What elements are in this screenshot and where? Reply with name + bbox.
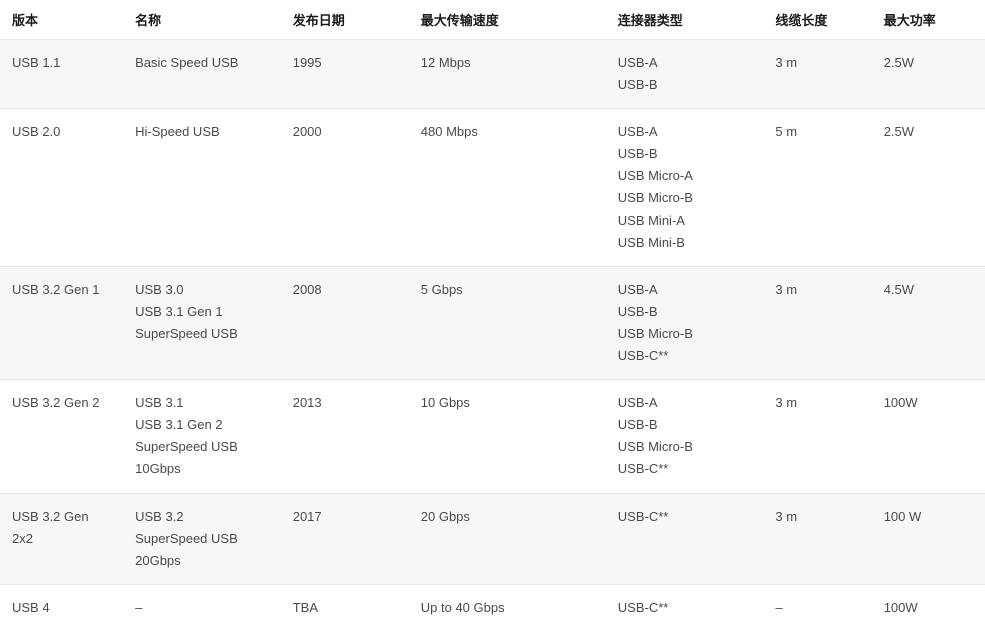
cell-power: 2.5W xyxy=(872,109,985,267)
cell-connectors-line: USB-C** xyxy=(618,345,752,367)
table-body: USB 1.1Basic Speed USB199512 MbpsUSB-AUS… xyxy=(0,40,985,631)
cell-name: – xyxy=(123,584,281,631)
cell-connectors-line: USB-A xyxy=(618,279,752,301)
col-header-version: 版本 xyxy=(0,0,123,40)
cell-cable: 3 m xyxy=(763,40,871,109)
cell-name-line: Hi-Speed USB xyxy=(135,121,269,143)
table-row: USB 3.2 Gen 1USB 3.0USB 3.1 Gen 1SuperSp… xyxy=(0,266,985,379)
cell-connectors-line: USB Micro-B xyxy=(618,436,752,458)
cell-speed: 10 Gbps xyxy=(409,380,606,493)
cell-speed: 5 Gbps xyxy=(409,266,606,379)
cell-version: USB 1.1 xyxy=(0,40,123,109)
cell-name-line: USB 3.1 Gen 1 xyxy=(135,301,269,323)
cell-connectors-line: USB Mini-B xyxy=(618,232,752,254)
cell-connectors-line: USB-A xyxy=(618,392,752,414)
cell-version: USB 3.2 Gen 2 xyxy=(0,380,123,493)
table-row: USB 3.2 Gen 2x2USB 3.2SuperSpeed USB 20G… xyxy=(0,493,985,584)
cell-name: USB 3.0USB 3.1 Gen 1SuperSpeed USB xyxy=(123,266,281,379)
cell-name: USB 3.1USB 3.1 Gen 2SuperSpeed USB 10Gbp… xyxy=(123,380,281,493)
cell-name-line: SuperSpeed USB 10Gbps xyxy=(135,436,269,480)
cell-connectors-line: USB-A xyxy=(618,121,752,143)
cell-connectors-line: USB-A xyxy=(618,52,752,74)
cell-release: 2008 xyxy=(281,266,409,379)
cell-name-line: USB 3.1 xyxy=(135,392,269,414)
cell-version: USB 2.0 xyxy=(0,109,123,267)
cell-name-line: SuperSpeed USB xyxy=(135,323,269,345)
usb-spec-table: 版本 名称 发布日期 最大传输速度 连接器类型 线缆长度 最大功率 USB 1.… xyxy=(0,0,985,631)
table-header-row: 版本 名称 发布日期 最大传输速度 连接器类型 线缆长度 最大功率 xyxy=(0,0,985,40)
cell-connectors-line: USB Micro-B xyxy=(618,187,752,209)
cell-connectors-line: USB-C** xyxy=(618,458,752,480)
cell-speed: 20 Gbps xyxy=(409,493,606,584)
cell-connectors-line: USB Mini-A xyxy=(618,210,752,232)
cell-connectors-line: USB-B xyxy=(618,301,752,323)
cell-connectors-line: USB-B xyxy=(618,414,752,436)
cell-connectors: USB-C** xyxy=(606,584,764,631)
cell-connectors-line: USB-B xyxy=(618,143,752,165)
cell-release: TBA xyxy=(281,584,409,631)
cell-name-line: – xyxy=(135,597,269,619)
cell-power: 100W xyxy=(872,584,985,631)
cell-connectors: USB-AUSB-BUSB Micro-BUSB-C** xyxy=(606,380,764,493)
table-row: USB 2.0Hi-Speed USB2000480 MbpsUSB-AUSB-… xyxy=(0,109,985,267)
col-header-name: 名称 xyxy=(123,0,281,40)
cell-connectors-line: USB Micro-B xyxy=(618,323,752,345)
cell-name-line: Basic Speed USB xyxy=(135,52,269,74)
cell-name-line: USB 3.2 xyxy=(135,506,269,528)
cell-speed: Up to 40 Gbps xyxy=(409,584,606,631)
cell-version: USB 3.2 Gen 1 xyxy=(0,266,123,379)
cell-connectors-line: USB-C** xyxy=(618,506,752,528)
cell-connectors: USB-AUSB-B xyxy=(606,40,764,109)
cell-release: 2017 xyxy=(281,493,409,584)
col-header-release: 发布日期 xyxy=(281,0,409,40)
cell-name-line: USB 3.1 Gen 2 xyxy=(135,414,269,436)
col-header-connectors: 连接器类型 xyxy=(606,0,764,40)
cell-cable: 5 m xyxy=(763,109,871,267)
cell-speed: 12 Mbps xyxy=(409,40,606,109)
cell-release: 2000 xyxy=(281,109,409,267)
col-header-cable: 线缆长度 xyxy=(763,0,871,40)
cell-version: USB 4 xyxy=(0,584,123,631)
cell-cable: 3 m xyxy=(763,380,871,493)
cell-name-line: SuperSpeed USB 20Gbps xyxy=(135,528,269,572)
cell-cable: 3 m xyxy=(763,266,871,379)
cell-power: 100W xyxy=(872,380,985,493)
cell-speed: 480 Mbps xyxy=(409,109,606,267)
cell-cable: 3 m xyxy=(763,493,871,584)
cell-name: USB 3.2SuperSpeed USB 20Gbps xyxy=(123,493,281,584)
cell-connectors: USB-AUSB-BUSB Micro-BUSB-C** xyxy=(606,266,764,379)
cell-connectors: USB-C** xyxy=(606,493,764,584)
cell-release: 2013 xyxy=(281,380,409,493)
table-row: USB 3.2 Gen 2USB 3.1USB 3.1 Gen 2SuperSp… xyxy=(0,380,985,493)
table-row: USB 1.1Basic Speed USB199512 MbpsUSB-AUS… xyxy=(0,40,985,109)
cell-connectors-line: USB-C** xyxy=(618,597,752,619)
cell-release: 1995 xyxy=(281,40,409,109)
cell-connectors-line: USB-B xyxy=(618,74,752,96)
table-row: USB 4–TBAUp to 40 GbpsUSB-C**–100W xyxy=(0,584,985,631)
cell-version: USB 3.2 Gen 2x2 xyxy=(0,493,123,584)
cell-name: Basic Speed USB xyxy=(123,40,281,109)
cell-name: Hi-Speed USB xyxy=(123,109,281,267)
cell-power: 4.5W xyxy=(872,266,985,379)
cell-connectors-line: USB Micro-A xyxy=(618,165,752,187)
col-header-power: 最大功率 xyxy=(872,0,985,40)
cell-cable: – xyxy=(763,584,871,631)
cell-power: 100 W xyxy=(872,493,985,584)
cell-connectors: USB-AUSB-BUSB Micro-AUSB Micro-BUSB Mini… xyxy=(606,109,764,267)
col-header-speed: 最大传输速度 xyxy=(409,0,606,40)
cell-name-line: USB 3.0 xyxy=(135,279,269,301)
cell-power: 2.5W xyxy=(872,40,985,109)
